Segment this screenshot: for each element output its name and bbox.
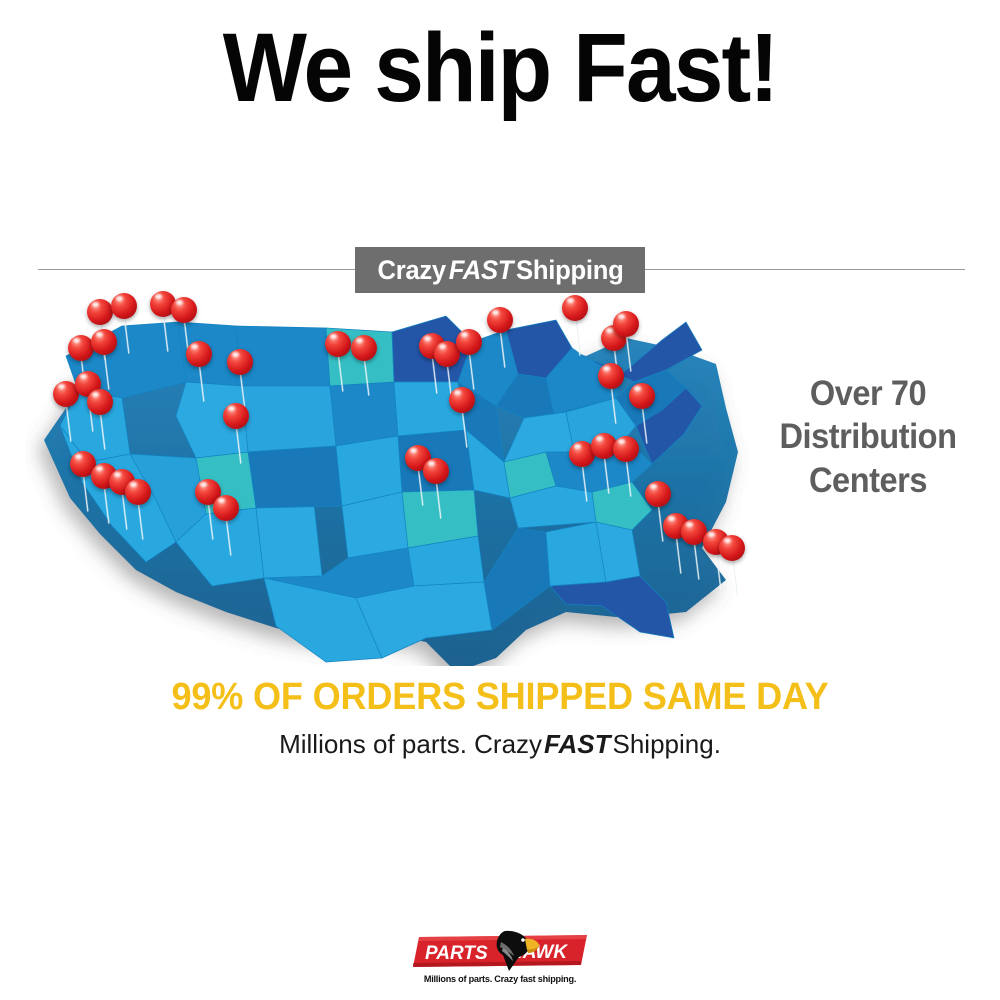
us-distribution-map xyxy=(26,286,766,666)
map-pin-head xyxy=(186,341,212,367)
subtitle: Millions of parts. CrazyFASTShipping. xyxy=(0,729,1000,760)
side-text-line-1: Over 70 xyxy=(809,374,927,413)
map-pin-head xyxy=(213,495,239,521)
map-pin-head xyxy=(449,387,475,413)
map-pin-head xyxy=(111,293,137,319)
map-pin-head xyxy=(125,479,151,505)
map-pin-head xyxy=(351,335,377,361)
subtitle-emphasis: FAST xyxy=(544,729,611,759)
divider-rule-left xyxy=(38,269,358,270)
side-text-line-3: Centers xyxy=(809,460,927,500)
map-pin-head xyxy=(87,299,113,325)
map-pin-head xyxy=(487,307,513,333)
page-title: We ship Fast! xyxy=(222,13,779,122)
map-pin-head xyxy=(325,331,351,357)
divider-rule-right xyxy=(643,269,965,270)
map-pin-head xyxy=(598,363,624,389)
subtitle-suffix: Shipping. xyxy=(612,729,721,759)
map-pin-head xyxy=(227,349,253,375)
map-pin-head xyxy=(68,335,94,361)
map-pin-head xyxy=(719,535,745,561)
banner-text: Crazy FAST Shipping xyxy=(377,255,623,286)
subtitle-prefix: Millions of parts. Crazy xyxy=(279,729,543,759)
logo-word-parts: PARTS xyxy=(425,943,488,964)
side-text-line-2: Distribution xyxy=(779,417,957,457)
map-pin-head xyxy=(629,383,655,409)
map-pin-head xyxy=(171,297,197,323)
map-pin-head xyxy=(562,295,588,321)
parts-hawk-logo-svg: PARTS HAWK xyxy=(413,930,587,971)
logo-tagline: Millions of parts. Crazy fast shipping. xyxy=(423,974,577,985)
map-pin-head xyxy=(645,481,671,507)
hawk-head-icon xyxy=(496,930,539,971)
banner-emphasis: FAST xyxy=(448,254,513,285)
map-pin-head xyxy=(91,329,117,355)
distribution-centers-callout: Over 70 Distribution Centers xyxy=(760,372,976,502)
same-day-callout: 99% OF ORDERS SHIPPED SAME DAY xyxy=(171,676,829,718)
map-pin-head xyxy=(456,329,482,355)
crazy-fast-shipping-banner: Crazy FAST Shipping xyxy=(355,247,645,293)
banner-suffix: Shipping xyxy=(515,254,624,285)
map-pin-head xyxy=(223,403,249,429)
parts-hawk-logo[interactable]: PARTS HAWK Millions of parts. Crazy fast… xyxy=(413,925,587,987)
banner-prefix: Crazy xyxy=(377,254,446,285)
us-map-svg xyxy=(44,315,738,666)
map-pin-head xyxy=(613,436,639,462)
map-pin-head xyxy=(423,458,449,484)
map-state-faces xyxy=(59,315,703,663)
map-pin-head xyxy=(87,389,113,415)
map-pin-head xyxy=(613,311,639,337)
